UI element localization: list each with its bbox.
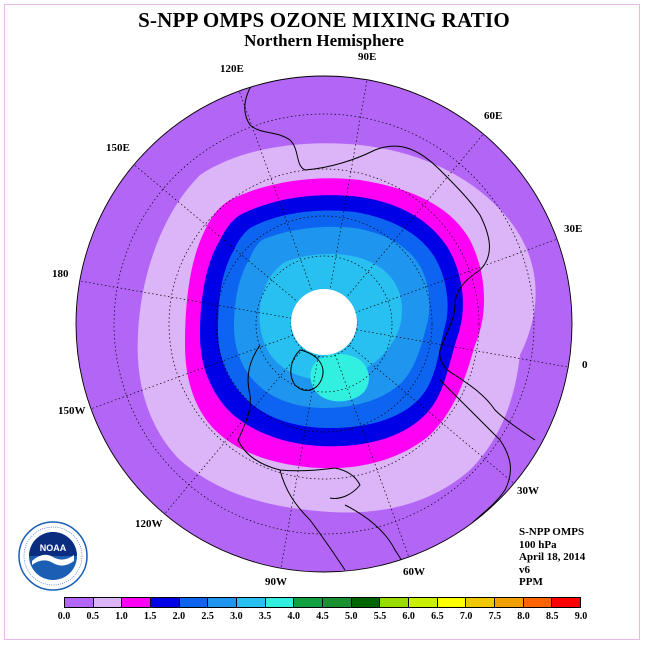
colorbar-segment: [466, 598, 496, 607]
lon-label-60w: 60W: [403, 566, 425, 578]
lat-circle-80: [290, 290, 358, 358]
coast-greenland: [290, 349, 324, 391]
colorbar-segment: [208, 598, 238, 607]
colorbar-segment: [237, 598, 266, 607]
colorbar-segment: [523, 598, 553, 607]
colorbar-tick-label: 9.0: [574, 611, 588, 622]
info-date: April 18, 2014: [519, 551, 586, 563]
lon-label-60e: 60E: [484, 110, 503, 122]
info-level: 100 hPa: [519, 538, 557, 551]
map-title: S-NPP OMPS OZONE MIXING RATIO: [138, 8, 510, 32]
map-boundary: [75, 75, 573, 573]
colorbar-segment: [323, 598, 352, 607]
graticule: [79, 79, 569, 569]
lon-label-30w: 30W: [517, 485, 539, 497]
lat-circle-20: [168, 168, 480, 480]
figure-frame: [4, 4, 640, 640]
colorbar-tick-label: 3.0: [230, 611, 243, 622]
colorbar-tick-label: 1.5: [143, 611, 157, 622]
info-version: v6: [519, 563, 530, 576]
colorbar-tick-label: 7.5: [488, 611, 502, 622]
colorbar-tick-label: 0.0: [57, 611, 71, 622]
colorbar-tick-label: 4.0: [287, 611, 301, 622]
coast-south-america: [344, 504, 413, 572]
lon-label-120w: 120W: [135, 518, 163, 530]
polar-mask: [291, 289, 357, 355]
colorbar-tick-label: 2.0: [172, 611, 186, 622]
info-instrument: S-NPP OMPS: [519, 526, 585, 538]
colorbar-labels: 0.0 0.5 1.0 1.5 2.0 2.5 3.0 3.5 4.0 4.5 5.0 5.5 6.0 6…: [0, 611, 648, 625]
lon-label-90w: 90W: [265, 576, 287, 588]
colorbar-tick-label: 5.0: [344, 611, 358, 622]
colorbar-segment: [495, 598, 524, 607]
info-units: PPM: [519, 576, 543, 588]
colorbar: [64, 597, 581, 608]
lon-label-150e: 150E: [106, 142, 130, 154]
coast-central-america: [279, 469, 346, 571]
colorbar-tick-label: 3.5: [258, 611, 272, 622]
colorbar-segment: [552, 598, 581, 607]
colorbar-segment: [265, 598, 295, 607]
lon-label-120e: 120E: [220, 63, 244, 75]
colorbar-segment: [65, 598, 94, 607]
lon-label-0: 0: [582, 359, 588, 371]
colorbar-tick-label: 4.5: [316, 611, 329, 622]
lat-circle-0: [113, 113, 535, 535]
colorbar-tick-label: 7.0: [459, 611, 473, 622]
lat-circle-60: [255, 255, 393, 393]
lat-circle-40: [215, 215, 433, 433]
colorbar-segment: [151, 598, 180, 607]
colorbar-tick-label: 6.0: [402, 611, 415, 622]
colorbar-segment: [179, 598, 209, 607]
lon-label-90e: 90E: [358, 51, 377, 63]
map-subtitle: Northern Hemisphere: [244, 31, 404, 50]
colorbar-segment: [409, 598, 438, 607]
colorbar-segment: [294, 598, 324, 607]
colorbar-tick-label: 0.5: [86, 611, 99, 622]
colorbar-segment: [437, 598, 467, 607]
band-3.5-4.0: [310, 354, 369, 402]
lon-label-150w: 150W: [58, 405, 86, 417]
coastlines: [237, 76, 536, 572]
noaa-logo-text: NOAA: [40, 543, 67, 553]
colorbar-tick-label: 2.5: [201, 611, 214, 622]
coast-eurasia: [244, 76, 536, 441]
colorbar-tick-label: 8.5: [546, 611, 559, 622]
info-block: S-NPP OMPS 100 hPa April 18, 2014 v6 PPM: [519, 526, 585, 589]
colorbar-tick-label: 8.0: [517, 611, 530, 622]
colorbar-tick-label: 6.5: [431, 611, 444, 622]
colorbar-segment: [122, 598, 152, 607]
coast-africa: [439, 379, 511, 526]
colorbar-segment: [380, 598, 410, 607]
noaa-logo: NOAA: [18, 521, 88, 591]
colorbar-tick-label: 5.5: [373, 611, 387, 622]
colorbar-segment: [93, 598, 123, 607]
colorbar-segment: [351, 598, 381, 607]
lon-label-30e: 30E: [564, 223, 583, 235]
colorbar-tick-label: 1.0: [115, 611, 128, 622]
lon-label-180: 180: [52, 268, 69, 280]
